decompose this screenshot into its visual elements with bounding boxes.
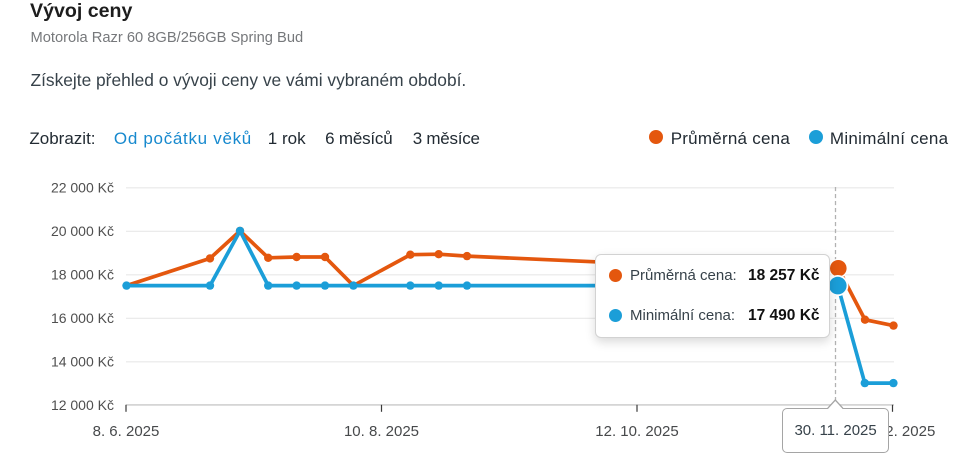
svg-text:22 000 Kč: 22 000 Kč <box>51 180 114 196</box>
svg-text:14 000 Kč: 14 000 Kč <box>51 354 114 370</box>
svg-text:16 000 Kč: 16 000 Kč <box>51 310 114 326</box>
svg-text:18 000 Kč: 18 000 Kč <box>51 267 114 283</box>
svg-text:20 000 Kč: 20 000 Kč <box>51 223 114 239</box>
svg-text:12 000 Kč: 12 000 Kč <box>51 397 114 413</box>
svg-text:10. 8. 2025: 10. 8. 2025 <box>344 423 419 440</box>
svg-text:12. 10. 2025: 12. 10. 2025 <box>595 423 678 440</box>
svg-text:8. 6. 2025: 8. 6. 2025 <box>93 423 160 440</box>
